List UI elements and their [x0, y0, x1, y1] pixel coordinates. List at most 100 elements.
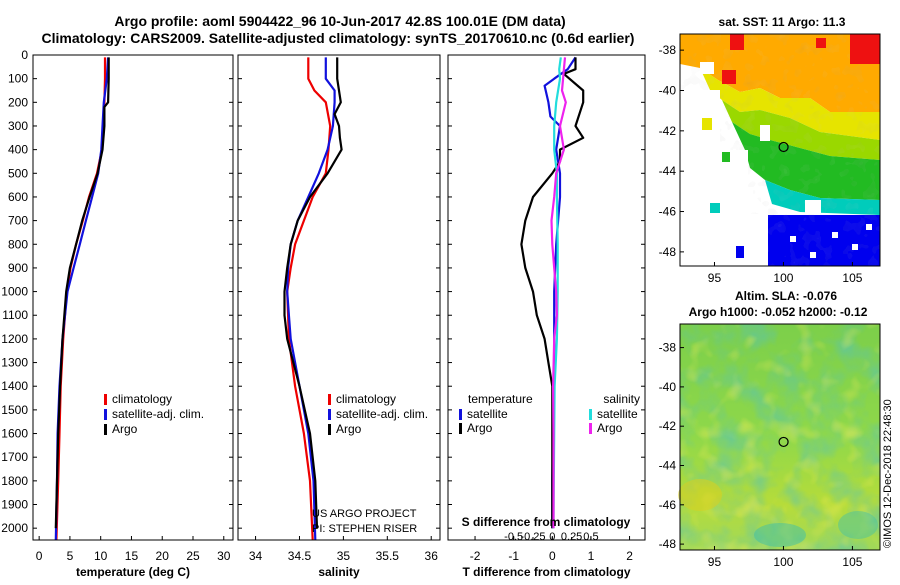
- legend-label: satellite-adj. clim.: [112, 407, 204, 421]
- depth-tick-label: 800: [8, 237, 28, 251]
- depth-tick-label: 400: [8, 143, 28, 157]
- plot-frame: [447, 54, 646, 541]
- x-tick-label: 34.5: [288, 549, 312, 563]
- legend-swatch: [589, 409, 592, 420]
- sst-white-gap-5: [760, 125, 770, 141]
- lon-tick-label: 105: [842, 555, 862, 569]
- x-axis-label: salinity: [318, 565, 360, 579]
- sst-red-patch-4: [816, 38, 826, 48]
- sst-map-field: [680, 34, 880, 266]
- sst-white-gap-3: [748, 214, 768, 266]
- sla-cyan-patch-2: [838, 511, 878, 539]
- sla-map-frame: [679, 323, 881, 551]
- sla-map-texture-yellow: [680, 324, 880, 550]
- depth-tick-label: 200: [8, 95, 28, 109]
- sst-white-fleck-4: [866, 224, 872, 230]
- x-axis-label: T difference from climatology: [462, 565, 630, 579]
- depth-tick-label: 1900: [1, 498, 28, 512]
- secondary-x-axis-label: S difference from climatology: [462, 515, 631, 529]
- secondary-x-tick-label: 0.25: [561, 531, 582, 543]
- depth-tick-label: 300: [8, 119, 28, 133]
- title-line-2: Climatology: CARS2009. Satellite-adjuste…: [42, 30, 635, 46]
- legend-label: Argo: [336, 422, 362, 436]
- sst-yellow-patch: [702, 118, 712, 130]
- x-axis-label: temperature (deg C): [76, 565, 190, 579]
- legend-salinity-title: salinity: [603, 392, 640, 406]
- x-tick-label: 10: [94, 549, 108, 563]
- x-tick-label: 1: [588, 549, 595, 563]
- series-line-climatology: [55, 57, 107, 541]
- depth-tick-label: 1200: [1, 332, 28, 346]
- legend-label: Argo: [467, 421, 493, 435]
- series-line-climatology: [286, 57, 332, 541]
- legend-swatch: [459, 423, 462, 434]
- x-tick-label: 2: [626, 549, 633, 563]
- sst-white-fleck-5: [790, 236, 796, 242]
- sst-green-patch: [722, 152, 730, 162]
- lat-tick-label: -46: [659, 205, 677, 219]
- sst-blue-patch-1: [736, 246, 744, 258]
- lon-tick-label: 105: [842, 271, 862, 285]
- sla-map: Altim. SLA: -0.076 Argo h1000: -0.052 h2…: [659, 289, 881, 569]
- series-line-satellite-adj-clim-: [54, 57, 110, 541]
- x-tick-label: -1: [508, 549, 519, 563]
- temperature-panel: 0 5 10 15 20 25 30 temperature (deg C) climatolo…: [32, 54, 234, 579]
- lat-tick-label: -40: [659, 83, 677, 97]
- title-line-1: Argo profile: aoml 5904422_96 10-Jun-201…: [114, 13, 565, 29]
- lat-tick-label: -38: [659, 341, 677, 355]
- legend-label: climatology: [336, 392, 396, 406]
- x-tick-label: -2: [470, 549, 481, 563]
- lat-tick-label: -48: [659, 245, 677, 259]
- x-tick-label: 15: [125, 549, 139, 563]
- lat-tick-label: -44: [659, 458, 677, 472]
- x-tick-label: 5: [67, 549, 74, 563]
- series-line-argo: [54, 57, 110, 529]
- secondary-x-tick-label: 0: [549, 531, 555, 543]
- lat-tick-label: -40: [659, 380, 677, 394]
- legend-swatch: [459, 409, 462, 420]
- sla-argo-location-marker: [778, 436, 789, 448]
- sla-map-title-line-2: Argo h1000: -0.052 h2000: -0.12: [689, 305, 868, 319]
- x-tick-label: 34: [249, 549, 263, 563]
- depth-tick-label: 1600: [1, 427, 28, 441]
- depth-tick-label: 900: [8, 261, 28, 275]
- plot-frame: [32, 54, 234, 541]
- x-tick-label: 25: [186, 549, 200, 563]
- secondary-x-tick-label: -0.5: [504, 531, 523, 543]
- sst-map-frame: [679, 33, 881, 267]
- legend-swatch: [328, 394, 331, 405]
- legend-swatch: [104, 409, 107, 420]
- depth-tick-label: 100: [8, 72, 28, 86]
- legend-label: Argo: [112, 422, 138, 436]
- legend-label: satellite: [597, 407, 638, 421]
- depth-tick-label: 1000: [1, 285, 28, 299]
- x-tick-label: 0: [549, 549, 556, 563]
- sla-map-axes: -38 -40 -42 -44 -46 -48 95 100 105: [659, 341, 863, 569]
- depth-tick-label: 700: [8, 214, 28, 228]
- legend-swatch: [328, 424, 331, 435]
- x-tick-label: 36: [425, 549, 439, 563]
- lat-tick-label: -46: [659, 498, 677, 512]
- lon-tick-label: 95: [708, 271, 722, 285]
- x-tick-label: 30: [217, 549, 231, 563]
- x-tick-label: 20: [156, 549, 170, 563]
- sla-map-title-line-1: Altim. SLA: -0.076: [735, 289, 837, 303]
- salinity-panel: 34 34.5 35 35.5 36 salinity climatologysatelli…: [237, 54, 441, 579]
- depth-tick-label: 1400: [1, 379, 28, 393]
- sst-cyan-patch: [710, 203, 720, 213]
- lon-tick-label: 100: [773, 271, 793, 285]
- sst-white-gap-1: [680, 90, 720, 266]
- lat-tick-label: -42: [659, 124, 677, 138]
- sst-white-fleck-2: [852, 244, 858, 250]
- depth-tick-label: 1100: [2, 308, 28, 322]
- sst-red-patch-3: [722, 70, 736, 84]
- secondary-x-tick-label: -0.25: [520, 531, 545, 543]
- sst-map: sat. SST: 11 Argo: 11.3: [659, 15, 881, 285]
- series-line-temperature-argo: [520, 57, 585, 529]
- depth-tick-label: 0: [21, 48, 28, 62]
- depth-tick-label: 1700: [1, 450, 28, 464]
- depth-tick-label: 1500: [1, 403, 28, 417]
- sst-white-fleck-1: [832, 232, 838, 238]
